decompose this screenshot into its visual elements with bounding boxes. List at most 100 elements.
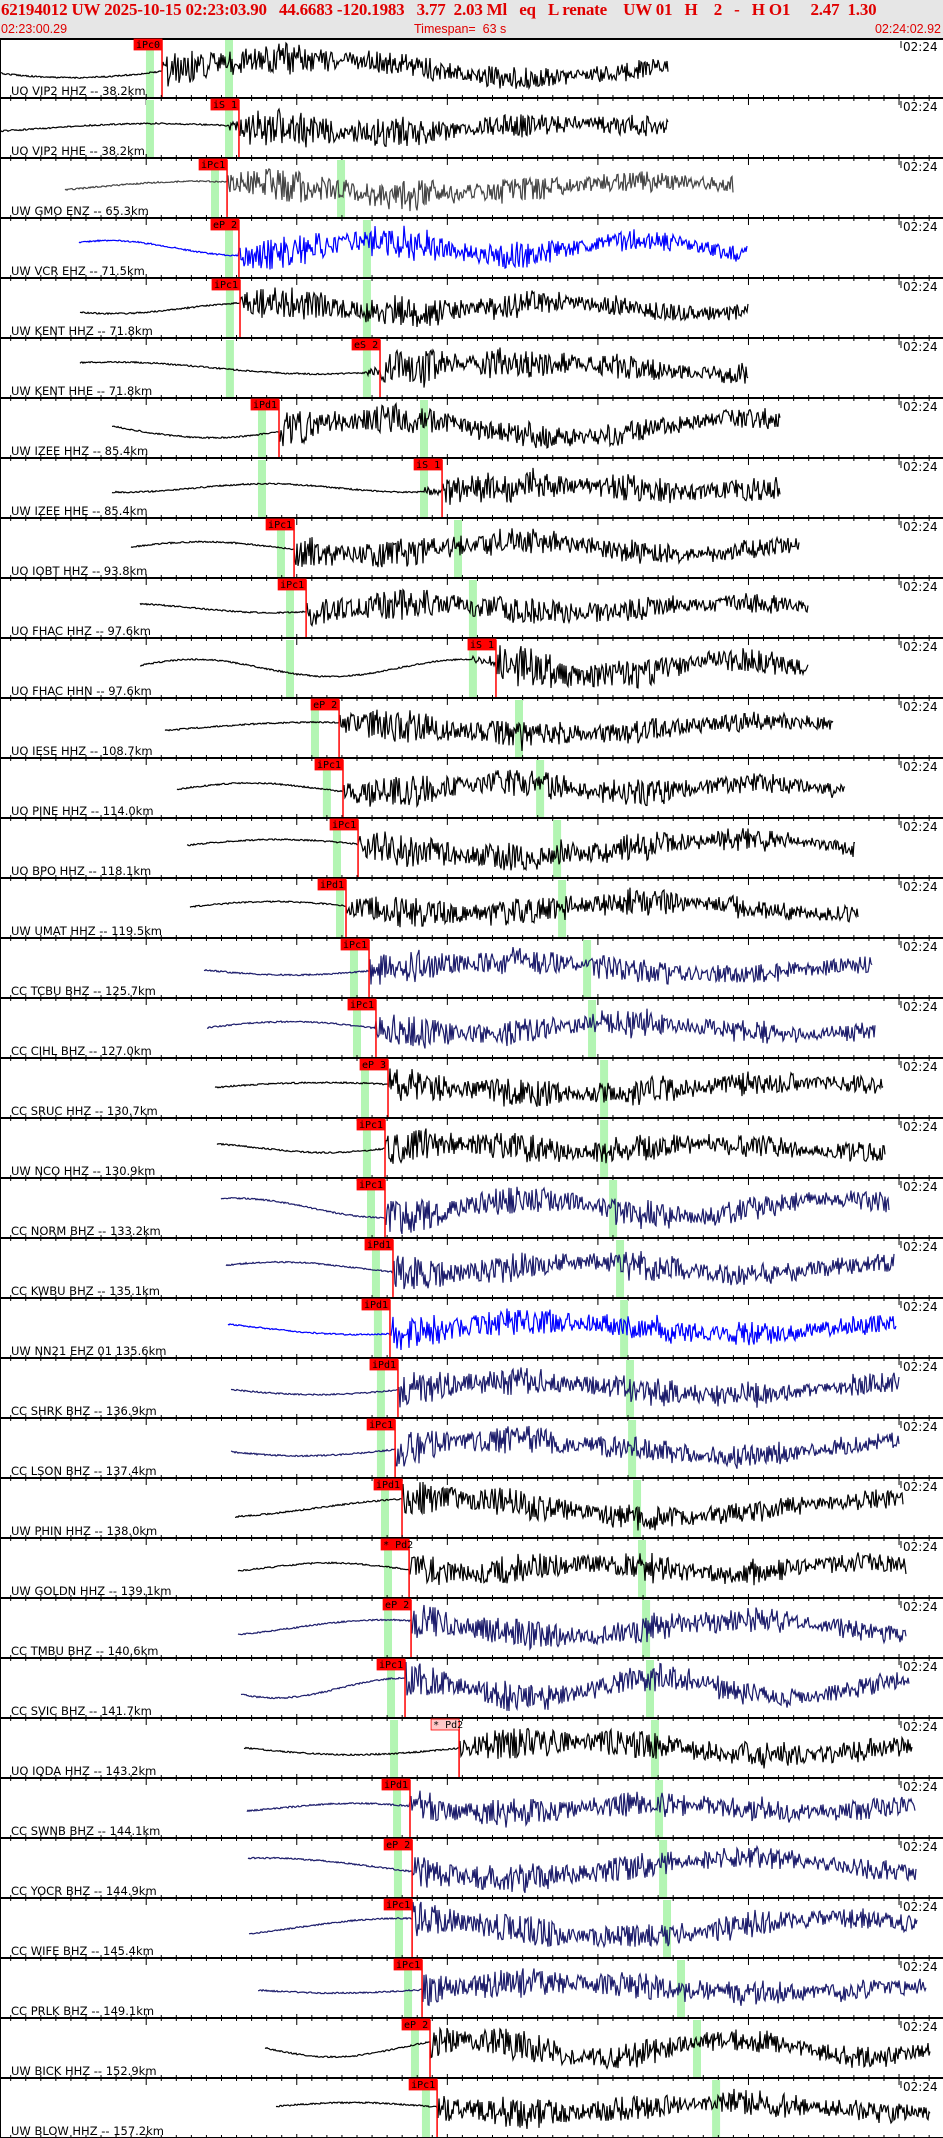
trace-row[interactable]: iPd1 CC SHRK BHZ -- 136.9km 02:24	[0, 1358, 943, 1425]
row-time-label: 02:24	[903, 1840, 938, 1854]
trace-row[interactable]: iPc1 CC WIFE BHZ -- 145.4km 02:24	[0, 1898, 943, 1965]
pick-label: eP 3	[362, 1060, 386, 1071]
pick-label: eP 2	[313, 700, 337, 711]
trace-row[interactable]: iPd1 CC KWBU BHZ -- 135.1km 02:24	[0, 1238, 943, 1305]
trace-row[interactable]: iPd1 UW IZEE HHZ -- 85.4km 02:24	[0, 398, 943, 465]
p-arrival-band	[225, 280, 234, 337]
pick-label: iS 1	[416, 460, 440, 471]
trace-row[interactable]: iPc1 UW NCO HHZ -- 130.9km 02:24	[0, 1118, 943, 1185]
trace-row[interactable]: iS 1 UW IZEE HHE -- 85.4km 02:24	[0, 458, 943, 525]
event-summary-title: 62194012 UW 2025-10-15 02:23:03.90 44.66…	[1, 0, 877, 19]
pick-label: iPc1	[396, 1960, 420, 1971]
trace-row[interactable]: iPc1 CC TCBU BHZ -- 125.7km 02:24	[0, 938, 943, 1005]
row-time-label: 02:24	[903, 820, 938, 834]
trace-row[interactable]: iPc1 UO PINE HHZ -- 114.0km 02:24	[0, 758, 943, 825]
trace-row[interactable]: eP 3 CC SRUC HHZ -- 130.7km 02:24	[0, 1058, 943, 1125]
pick-label: * Pd2	[383, 1540, 413, 1551]
seismogram-panel[interactable]: iPc0 UO VIP2 HHZ -- 38.2km 02:24 iS 1 UO VIP…	[0, 38, 943, 2138]
trace-row[interactable]: * Pd2 UO IQDA HHZ -- 143.2km 02:24	[0, 1718, 943, 1785]
trace-row[interactable]: iPc1 UO IOBT HHZ -- 93.8km 02:24	[0, 518, 943, 585]
row-time-label: 02:24	[903, 520, 938, 534]
p-arrival-band	[404, 1960, 413, 2017]
waveform-trace	[0, 107, 669, 148]
pick-label: iPd1	[367, 1240, 391, 1251]
p-arrival-band	[421, 2080, 430, 2137]
trace-row[interactable]: iPc1 UO BPO HHZ -- 118.1km 02:24	[0, 818, 943, 885]
trace-row[interactable]: eP 2 CC TMBU BHZ -- 140.6km 02:24	[0, 1598, 943, 1665]
pick-flag	[382, 1598, 412, 1611]
trace-row[interactable]: iPc1 CC PRLK BHZ -- 149.1km 02:24	[0, 1958, 943, 2025]
pick-flag	[413, 458, 443, 471]
trace-row[interactable]: eP 2 UW VCR EHZ -- 71.5km 02:24	[0, 218, 943, 285]
p-arrival-band	[285, 580, 294, 637]
pick-flag	[361, 1298, 391, 1311]
waveform-trace	[216, 1128, 886, 1164]
trace-row[interactable]: eS 2 UW KENT HHE -- 71.8km 02:24	[0, 338, 943, 405]
row-time-label: 02:24	[903, 1480, 938, 1494]
waveform-trace	[214, 1068, 884, 1107]
trace-row[interactable]: iPc1 CC LSON BHZ -- 137.4km 02:24	[0, 1418, 943, 1485]
s-arrival-band	[609, 1180, 618, 1237]
s-arrival-band	[600, 1060, 609, 1117]
station-label: UW UMAT HHZ -- 119.5km	[11, 924, 162, 938]
trace-row[interactable]: iPd1 CC SWNB BHZ -- 144.1km 02:24	[0, 1778, 943, 1845]
s-arrival-band	[583, 940, 592, 997]
pick-label: iPc1	[359, 1120, 383, 1131]
waveform-trace	[240, 1661, 910, 1712]
waveform-trace	[130, 528, 800, 568]
trace-row[interactable]: iPd1 UW PHIN HHZ -- 138.0km 02:24	[0, 1478, 943, 1545]
pick-flag	[250, 398, 280, 411]
waveform-trace	[203, 947, 873, 985]
row-time-label: 02:24	[903, 1180, 938, 1194]
waveform-trace	[247, 1844, 917, 1894]
pick-flag	[351, 338, 381, 351]
s-arrival-band	[419, 460, 428, 517]
pick-flag	[381, 1778, 411, 1791]
station-label: CC YOCR BHZ -- 144.9km	[11, 1884, 157, 1898]
row-time-label: 02:24	[903, 2020, 938, 2034]
pick-label: iPd1	[253, 400, 277, 411]
pick-label: iPc1	[280, 580, 304, 591]
waveform-trace	[139, 588, 809, 628]
station-label: CC WIFE BHZ -- 145.4km	[11, 1944, 154, 1958]
trace-row[interactable]: eP 2 UO IESE HHZ -- 108.7km 02:24	[0, 698, 943, 765]
waveform-trace	[246, 1790, 916, 1828]
pick-label: iPd1	[364, 1300, 388, 1311]
trace-row[interactable]: eP 2 CC YOCR BHZ -- 144.9km 02:24	[0, 1838, 943, 1905]
p-arrival-band	[395, 1900, 404, 1957]
pick-label: iPc1	[411, 2080, 435, 2091]
pick-label: iPd1	[384, 1780, 408, 1791]
waveform-trace	[79, 347, 749, 388]
station-label: UO BPO HHZ -- 118.1km	[11, 864, 151, 878]
waveform-trace	[111, 467, 781, 505]
trace-row[interactable]: iPc1 UW KENT HHZ -- 71.8km 02:24	[0, 278, 943, 345]
trace-row[interactable]: iPc1 UW GMO ENZ -- 65.3km 02:24	[0, 158, 943, 225]
trace-row[interactable]: * Pd2 UW GOLDN HHZ -- 139.1km 02:24	[0, 1538, 943, 1605]
waveform-trace	[78, 225, 748, 270]
trace-row[interactable]: iPc1 UW BLOW HHZ -- 157.2km 02:24	[0, 2078, 943, 2138]
trace-row[interactable]: iPc1 CC SVIC BHZ -- 141.7km 02:24	[0, 1658, 943, 1725]
row-time-label: 02:24	[903, 1240, 938, 1254]
s-arrival-band	[650, 1720, 659, 1777]
row-time-label: 02:24	[903, 220, 938, 234]
trace-row[interactable]: iPd1 UW UMAT HHZ -- 119.5km 02:24	[0, 878, 943, 945]
pick-flag	[198, 158, 228, 171]
trace-row[interactable]: eP 2 UW BICK HHZ -- 152.9km 02:24	[0, 2018, 943, 2085]
row-time-label: 02:24	[903, 160, 938, 174]
trace-row[interactable]: iS 1 UO VIP2 HHE -- 38.2km 02:24	[0, 98, 943, 165]
pick-flag	[380, 1538, 410, 1551]
s-arrival-band	[419, 400, 428, 457]
trace-row[interactable]: iPc1 UO FHAC HHZ -- 97.6km 02:24	[0, 578, 943, 645]
trace-row[interactable]: iPc1 CC NORM BHZ -- 133.2km 02:24	[0, 1178, 943, 1245]
pick-flag	[383, 1898, 413, 1911]
row-time-label: 02:24	[903, 1720, 938, 1734]
row-time-label: 02:24	[903, 100, 938, 114]
waveform-trace	[79, 287, 749, 328]
trace-row[interactable]: iS 1 UO FHAC HHN -- 97.6km 02:24	[0, 638, 943, 705]
timespan-label: Timespan= 63 s	[414, 22, 507, 36]
station-label: UO PINE HHZ -- 114.0km	[11, 804, 154, 818]
pick-flag	[210, 218, 240, 231]
trace-row[interactable]: iPd1 UW NN21 EHZ 01 135.6km 02:24	[0, 1298, 943, 1365]
trace-row[interactable]: iPc1 CC CIHL BHZ -- 127.0km 02:24	[0, 998, 943, 1065]
trace-row[interactable]: iPc0 UO VIP2 HHZ -- 38.2km 02:24	[0, 38, 943, 105]
